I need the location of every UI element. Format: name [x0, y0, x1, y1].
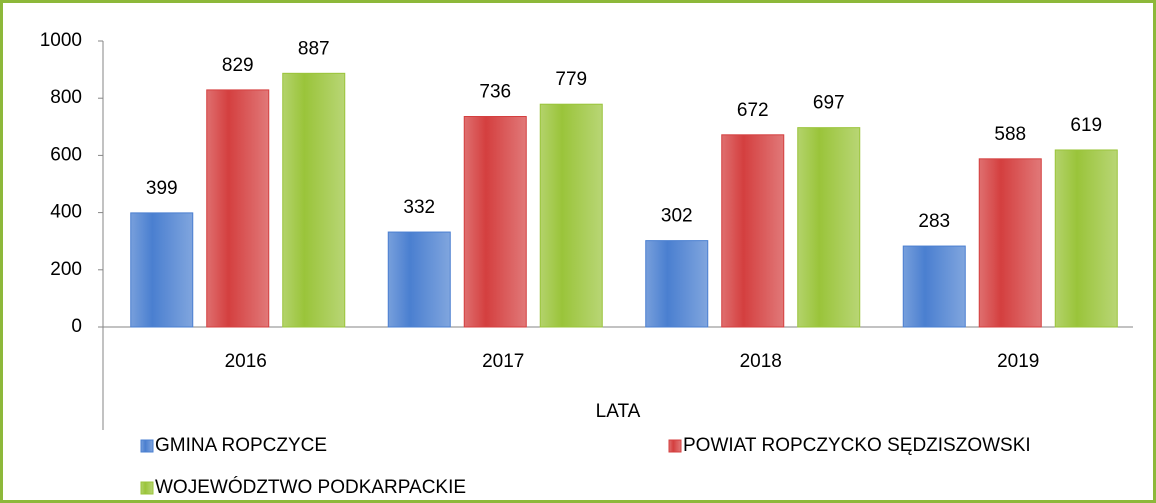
bar [645, 240, 709, 328]
y-tick-label: 600 [50, 144, 82, 165]
x-tick-label: 2019 [997, 351, 1039, 372]
x-axis-title: LATA [596, 401, 641, 422]
y-tick-label: 0 [71, 316, 82, 337]
data-label: 697 [813, 93, 845, 114]
x-tick-label: 2017 [482, 351, 524, 372]
x-tick-label: 2016 [225, 351, 267, 372]
legend-swatch [140, 481, 154, 495]
data-label: 672 [737, 100, 769, 121]
y-tick-label: 800 [50, 87, 82, 108]
bar [902, 245, 966, 328]
data-label: 399 [146, 178, 178, 199]
data-label: 736 [479, 82, 511, 103]
data-label: 829 [222, 55, 254, 76]
x-tick-label: 2018 [740, 351, 782, 372]
y-tick-label: 400 [50, 202, 82, 223]
y-tick-label: 200 [50, 259, 82, 280]
legend-label: GMINA ROPCZYCE [155, 435, 327, 456]
bar [463, 116, 527, 328]
bar [721, 134, 785, 328]
bar [797, 127, 861, 328]
data-label: 332 [403, 197, 435, 218]
y-tick-label: 1000 [40, 30, 82, 51]
bar [539, 103, 603, 328]
legend-label: WOJEWÓDZTWO PODKARPACKIE [155, 476, 466, 498]
data-label: 302 [661, 206, 693, 227]
bar [387, 231, 451, 328]
data-label: 779 [555, 69, 587, 90]
data-label: 887 [298, 38, 330, 59]
data-label: 283 [918, 211, 950, 232]
data-label: 588 [994, 124, 1026, 145]
bar [130, 212, 194, 328]
data-label: 619 [1070, 115, 1102, 136]
bar [206, 89, 270, 328]
legend-swatch [140, 439, 154, 453]
bar [978, 158, 1042, 328]
legend-label: POWIAT ROPCZYCKO SĘDZISZOWSKI [683, 435, 1031, 456]
bar [1054, 149, 1118, 328]
bar [282, 72, 346, 328]
legend-swatch [668, 439, 682, 453]
